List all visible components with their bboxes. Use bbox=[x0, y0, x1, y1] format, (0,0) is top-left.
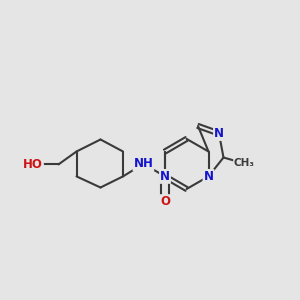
Text: HO: HO bbox=[23, 158, 43, 171]
Text: N: N bbox=[203, 170, 214, 183]
Text: N: N bbox=[214, 127, 224, 140]
Text: CH₃: CH₃ bbox=[234, 158, 255, 169]
Text: N: N bbox=[160, 170, 170, 183]
Text: O: O bbox=[160, 195, 170, 208]
Text: NH: NH bbox=[134, 157, 153, 170]
